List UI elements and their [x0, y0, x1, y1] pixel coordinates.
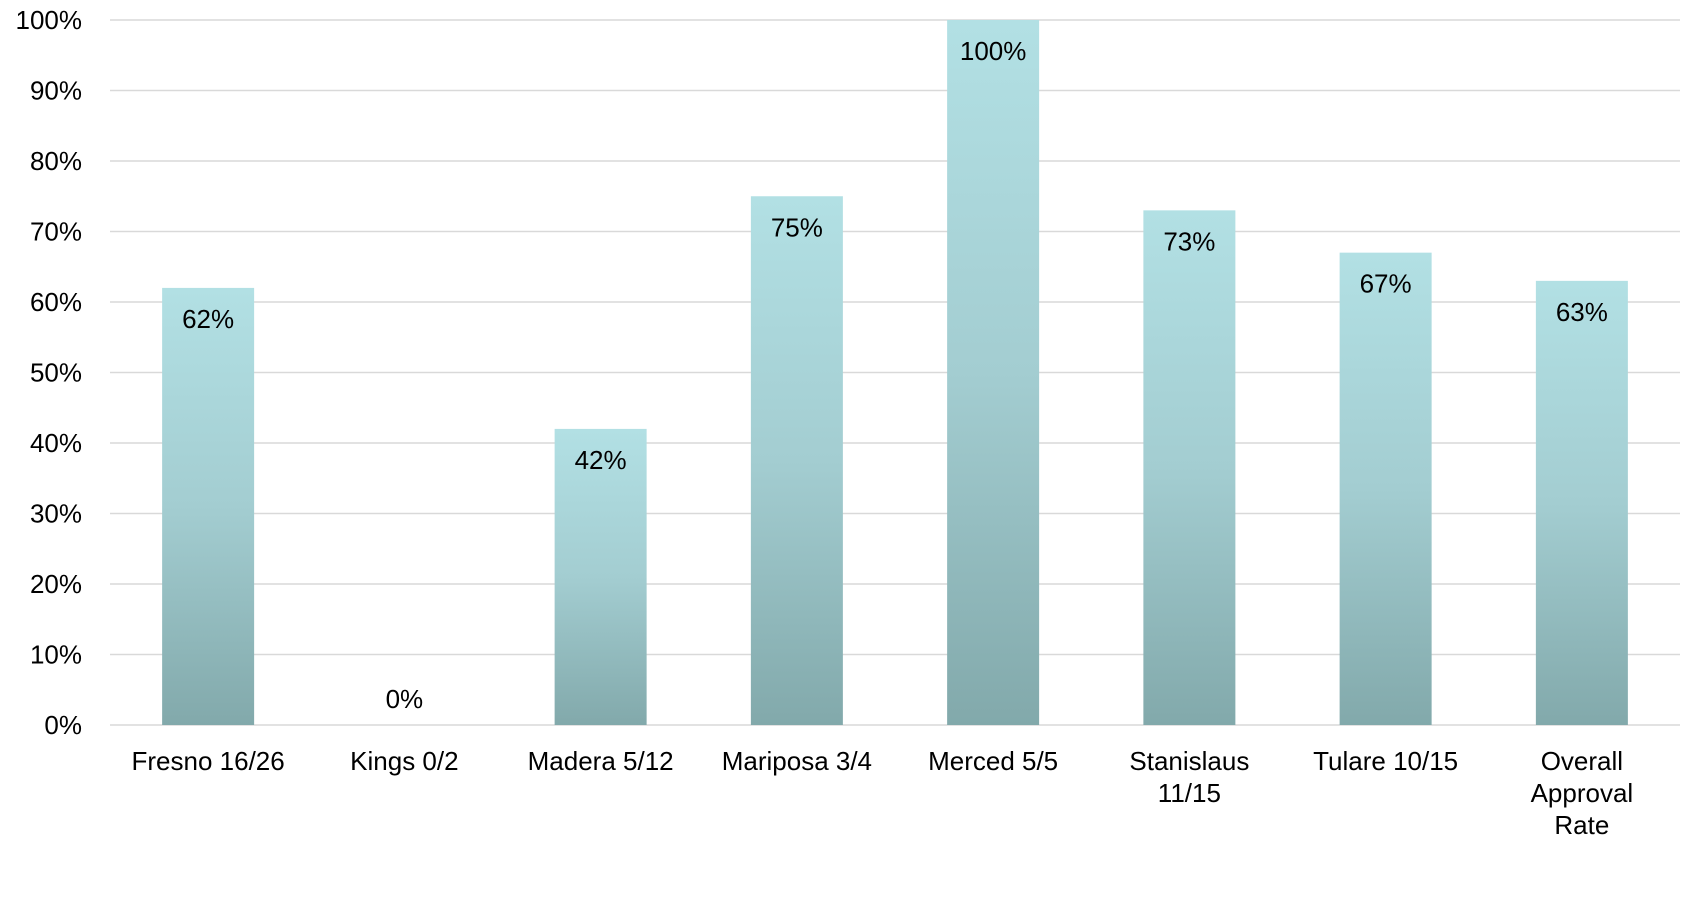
data-label: 62%: [182, 304, 234, 334]
y-tick-label: 70%: [30, 217, 82, 247]
data-label: 63%: [1556, 297, 1608, 327]
x-tick-label: Fresno 16/26: [132, 746, 285, 776]
y-tick-label: 0%: [44, 710, 82, 740]
bars: [162, 20, 1628, 726]
x-tick-label: Approval: [1531, 778, 1634, 808]
bar: [1143, 210, 1236, 726]
y-tick-label: 100%: [16, 5, 83, 35]
x-tick-label: Kings 0/2: [350, 746, 458, 776]
data-label: 67%: [1360, 269, 1412, 299]
y-tick-label: 80%: [30, 146, 82, 176]
bar: [750, 196, 843, 725]
y-tick-label: 10%: [30, 640, 82, 670]
x-tick-label: Overall: [1541, 746, 1623, 776]
bar: [554, 428, 647, 725]
y-tick-label: 90%: [30, 76, 82, 106]
data-label: 42%: [575, 445, 627, 475]
x-tick-label: Mariposa 3/4: [722, 746, 872, 776]
x-tick-label: Tulare 10/15: [1313, 746, 1458, 776]
data-label: 75%: [771, 212, 823, 242]
y-tick-label: 50%: [30, 358, 82, 388]
x-tick-label: Merced 5/5: [928, 746, 1058, 776]
x-tick-label: 11/15: [1158, 778, 1221, 808]
data-label: 100%: [960, 36, 1027, 66]
data-label: 73%: [1163, 226, 1215, 256]
x-axis-category-labels: Fresno 16/26 Kings 0/2 Madera 5/12 Mariposa…: [132, 746, 1634, 840]
x-tick-label: Stanislaus: [1129, 746, 1249, 776]
data-label: 0%: [386, 684, 424, 714]
y-axis-tick-labels: 0% 10% 20% 30% 40% 50% 60% 70% 80% 90% 100%: [16, 5, 83, 740]
x-tick-label: Rate: [1554, 810, 1609, 840]
data-labels: 62% 0% 42% 75% 100% 73% 67% 63%: [182, 36, 1608, 714]
y-tick-label: 30%: [30, 499, 82, 529]
y-tick-label: 20%: [30, 569, 82, 599]
y-tick-label: 60%: [30, 287, 82, 317]
bar: [1339, 252, 1432, 725]
bar: [1535, 280, 1628, 725]
gridlines: [110, 19, 1680, 726]
bar: [162, 287, 255, 725]
bar: [947, 20, 1040, 725]
x-tick-label: Madera 5/12: [528, 746, 674, 776]
y-tick-label: 40%: [30, 428, 82, 458]
